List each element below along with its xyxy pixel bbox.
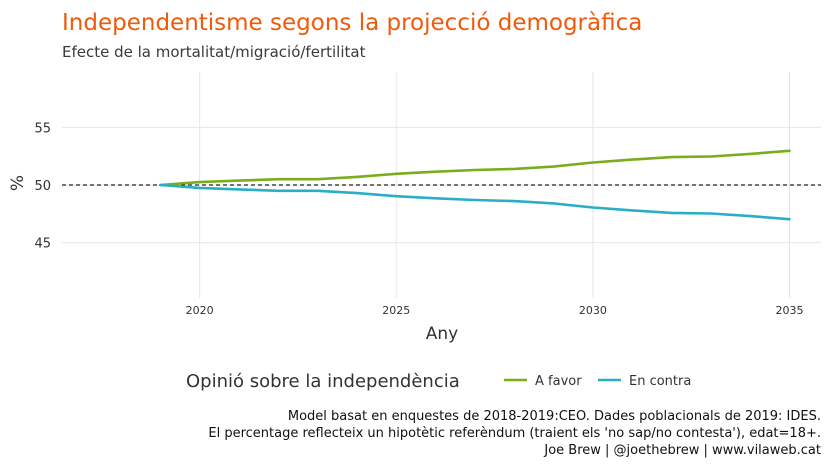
x-gridlines xyxy=(199,72,791,298)
legend: Opinió sobre la independència A favor En… xyxy=(186,371,691,392)
y-axis-label: % xyxy=(8,175,28,191)
series-line-en-contra xyxy=(159,183,791,221)
x-axis-label: Any xyxy=(426,324,458,344)
x-tick-label-2020: 2020 xyxy=(186,304,214,317)
series-line-a-favor xyxy=(159,149,791,187)
y-tick-label-45: 45 xyxy=(34,237,51,252)
legend-title: Opinió sobre la independència xyxy=(186,371,460,392)
y-axis-ticks: 45 50 55 xyxy=(34,121,51,251)
plot-panel xyxy=(62,72,821,298)
caption-line-1: Model basat en enquestes de 2018-2019:CE… xyxy=(288,409,821,424)
x-tick-label-2035: 2035 xyxy=(776,304,804,317)
x-tick-label-2030: 2030 xyxy=(579,304,607,317)
y-tick-label-50: 50 xyxy=(34,179,51,194)
chart-title: Independentisme segons la projecció demo… xyxy=(62,10,642,36)
x-axis-ticks: 2020 2025 2030 2035 xyxy=(186,304,804,317)
y-tick-label-55: 55 xyxy=(34,121,51,136)
caption-line-3: Joe Brew | @joethebrew | www.vilaweb.cat xyxy=(543,443,821,458)
legend-label-a-favor: A favor xyxy=(535,374,582,389)
caption: Model basat en enquestes de 2018-2019:CE… xyxy=(208,409,821,458)
series-lines xyxy=(159,149,791,221)
caption-line-2: El percentage reflecteix un hipotètic re… xyxy=(208,426,821,441)
legend-label-en-contra: En contra xyxy=(629,374,691,389)
chart-subtitle: Efecte de la mortalitat/migració/fertili… xyxy=(62,43,366,61)
x-tick-label-2025: 2025 xyxy=(382,304,410,317)
